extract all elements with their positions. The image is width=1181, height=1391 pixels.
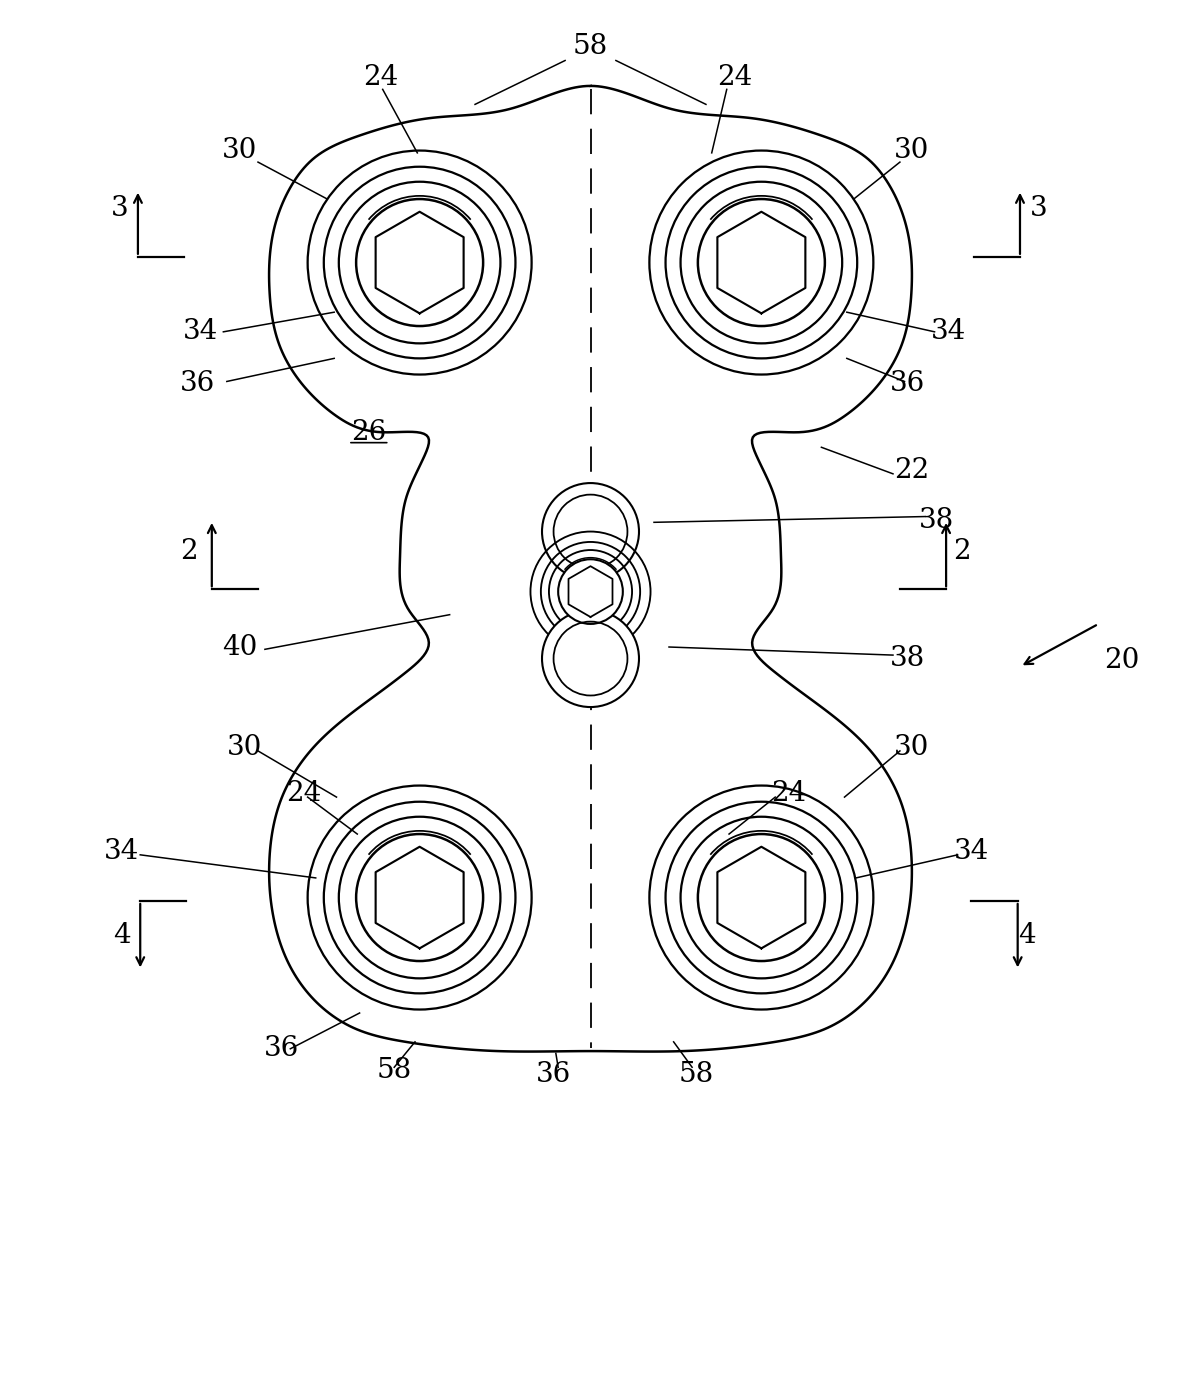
Text: 4: 4 — [1018, 922, 1036, 949]
Polygon shape — [269, 86, 912, 1052]
Text: 20: 20 — [1104, 647, 1140, 675]
Circle shape — [357, 199, 483, 325]
Text: 38: 38 — [919, 506, 954, 534]
Circle shape — [542, 483, 639, 580]
Text: 38: 38 — [890, 645, 926, 672]
Text: 2: 2 — [953, 538, 971, 565]
Text: 26: 26 — [351, 419, 386, 445]
Circle shape — [559, 559, 622, 625]
Text: 24: 24 — [287, 780, 321, 807]
Text: 34: 34 — [104, 837, 139, 865]
Text: 58: 58 — [573, 33, 608, 60]
Text: 36: 36 — [181, 370, 216, 398]
Text: 40: 40 — [222, 633, 257, 661]
Text: 24: 24 — [717, 64, 752, 92]
Circle shape — [698, 199, 824, 325]
Text: 22: 22 — [894, 456, 929, 484]
Text: 24: 24 — [771, 780, 807, 807]
Text: 3: 3 — [111, 195, 129, 221]
Text: 36: 36 — [536, 1061, 572, 1088]
Text: 34: 34 — [183, 319, 217, 345]
Text: 4: 4 — [113, 922, 131, 949]
Text: 2: 2 — [180, 538, 197, 565]
Text: 24: 24 — [363, 64, 398, 92]
Text: 30: 30 — [894, 138, 929, 164]
Text: 36: 36 — [263, 1035, 299, 1063]
Text: 30: 30 — [894, 734, 929, 761]
Text: 34: 34 — [931, 319, 966, 345]
Circle shape — [698, 835, 824, 961]
Circle shape — [542, 611, 639, 707]
Text: 36: 36 — [890, 370, 926, 398]
Text: 58: 58 — [679, 1061, 715, 1088]
Text: 34: 34 — [954, 837, 990, 865]
Text: 30: 30 — [222, 138, 257, 164]
Circle shape — [357, 835, 483, 961]
Text: 3: 3 — [1030, 195, 1048, 221]
Text: 30: 30 — [227, 734, 262, 761]
Text: 58: 58 — [377, 1057, 412, 1084]
